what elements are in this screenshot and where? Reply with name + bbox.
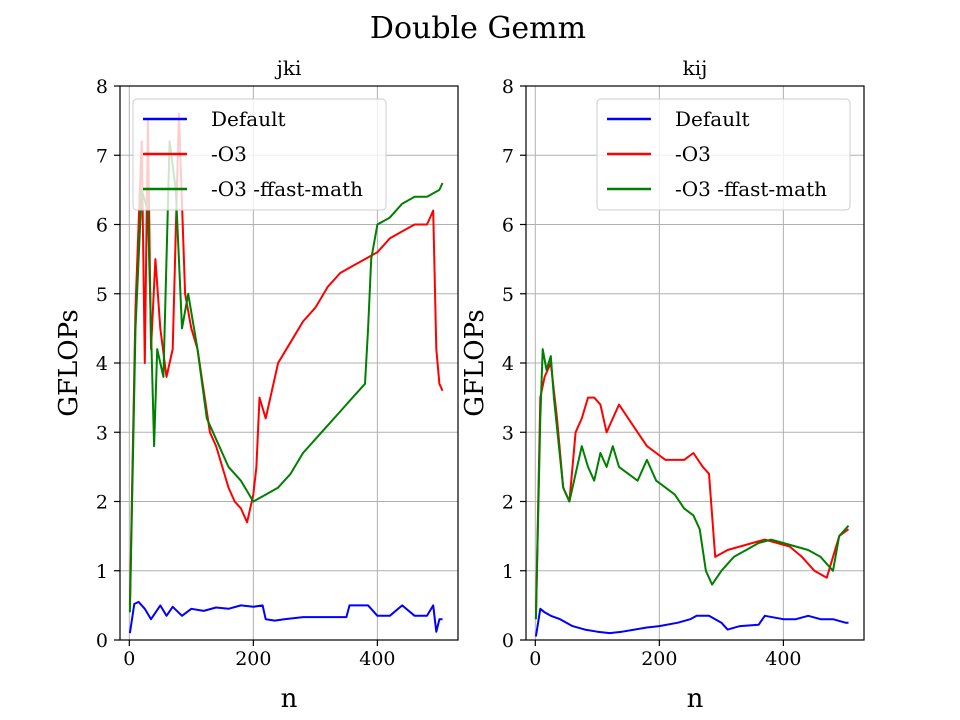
- legend-box: [596, 98, 851, 211]
- y-tick-label: 6: [96, 215, 108, 237]
- y-tick-label: 2: [502, 492, 514, 514]
- x-tick-label: 400: [765, 648, 801, 670]
- subplot-title: jki: [275, 56, 302, 80]
- series-line-2: [534, 348, 850, 620]
- y-tick-label: 6: [502, 215, 514, 237]
- subplot-jki: 0 200 400 0 1 2 3 4 5 6 7 8 jki n GFLOPs Default -O3…: [54, 56, 459, 714]
- legend-label: -O3: [211, 142, 247, 166]
- y-tick-label: 4: [96, 353, 108, 375]
- x-tick-label: 200: [641, 648, 677, 670]
- legend-label: -O3 -ffast-math: [211, 177, 363, 201]
- x-tick-label: 0: [123, 648, 135, 670]
- series-lines: [534, 348, 850, 637]
- legend-box: [132, 98, 387, 211]
- y-tick-label: 1: [96, 561, 108, 583]
- y-axis-label: GFLOPs: [54, 309, 84, 417]
- y-tick-label: 1: [502, 561, 514, 583]
- y-tick-label: 7: [502, 145, 514, 167]
- y-tick-label: 5: [502, 284, 514, 306]
- y-tick-label: 0: [502, 630, 514, 652]
- x-axis-label: n: [281, 684, 298, 714]
- y-tick-label: 7: [96, 145, 108, 167]
- legend-label: Default: [211, 107, 286, 131]
- legend: Default -O3 -O3 -ffast-math: [132, 98, 387, 211]
- y-tick-label: 2: [96, 492, 108, 514]
- y-tick-label: 4: [502, 353, 514, 375]
- y-tick-label: 0: [96, 630, 108, 652]
- y-tick-label: 3: [502, 422, 514, 444]
- y-tick-label: 5: [96, 284, 108, 306]
- legend: Default -O3 -O3 -ffast-math: [596, 98, 851, 211]
- y-tick-label: 8: [502, 76, 514, 98]
- series-line-1: [128, 112, 444, 606]
- series-line-0: [128, 600, 443, 634]
- legend-label: -O3: [675, 142, 711, 166]
- legend-label: -O3 -ffast-math: [675, 177, 827, 201]
- legend-label: Default: [675, 107, 750, 131]
- x-tick-label: 200: [235, 648, 271, 670]
- y-tick-label: 3: [96, 422, 108, 444]
- tick-marks: 0 200 400 0 1 2 3 4 5 6 7 8: [502, 76, 802, 670]
- series-lines: [128, 112, 444, 634]
- tick-marks: 0 200 400 0 1 2 3 4 5 6 7 8: [96, 76, 396, 670]
- subplot-title: kij: [683, 56, 708, 80]
- subplot-kij: 0 200 400 0 1 2 3 4 5 6 7 8 kij n GFLOPs Default -O3…: [460, 56, 865, 714]
- y-axis-label: GFLOPs: [460, 309, 490, 417]
- series-line-2: [128, 140, 444, 613]
- x-tick-label: 400: [359, 648, 395, 670]
- figure-title: Double Gemm: [370, 11, 586, 46]
- series-line-0: [534, 607, 849, 637]
- y-tick-label: 8: [96, 76, 108, 98]
- x-tick-label: 0: [529, 648, 541, 670]
- x-axis-label: n: [687, 684, 704, 714]
